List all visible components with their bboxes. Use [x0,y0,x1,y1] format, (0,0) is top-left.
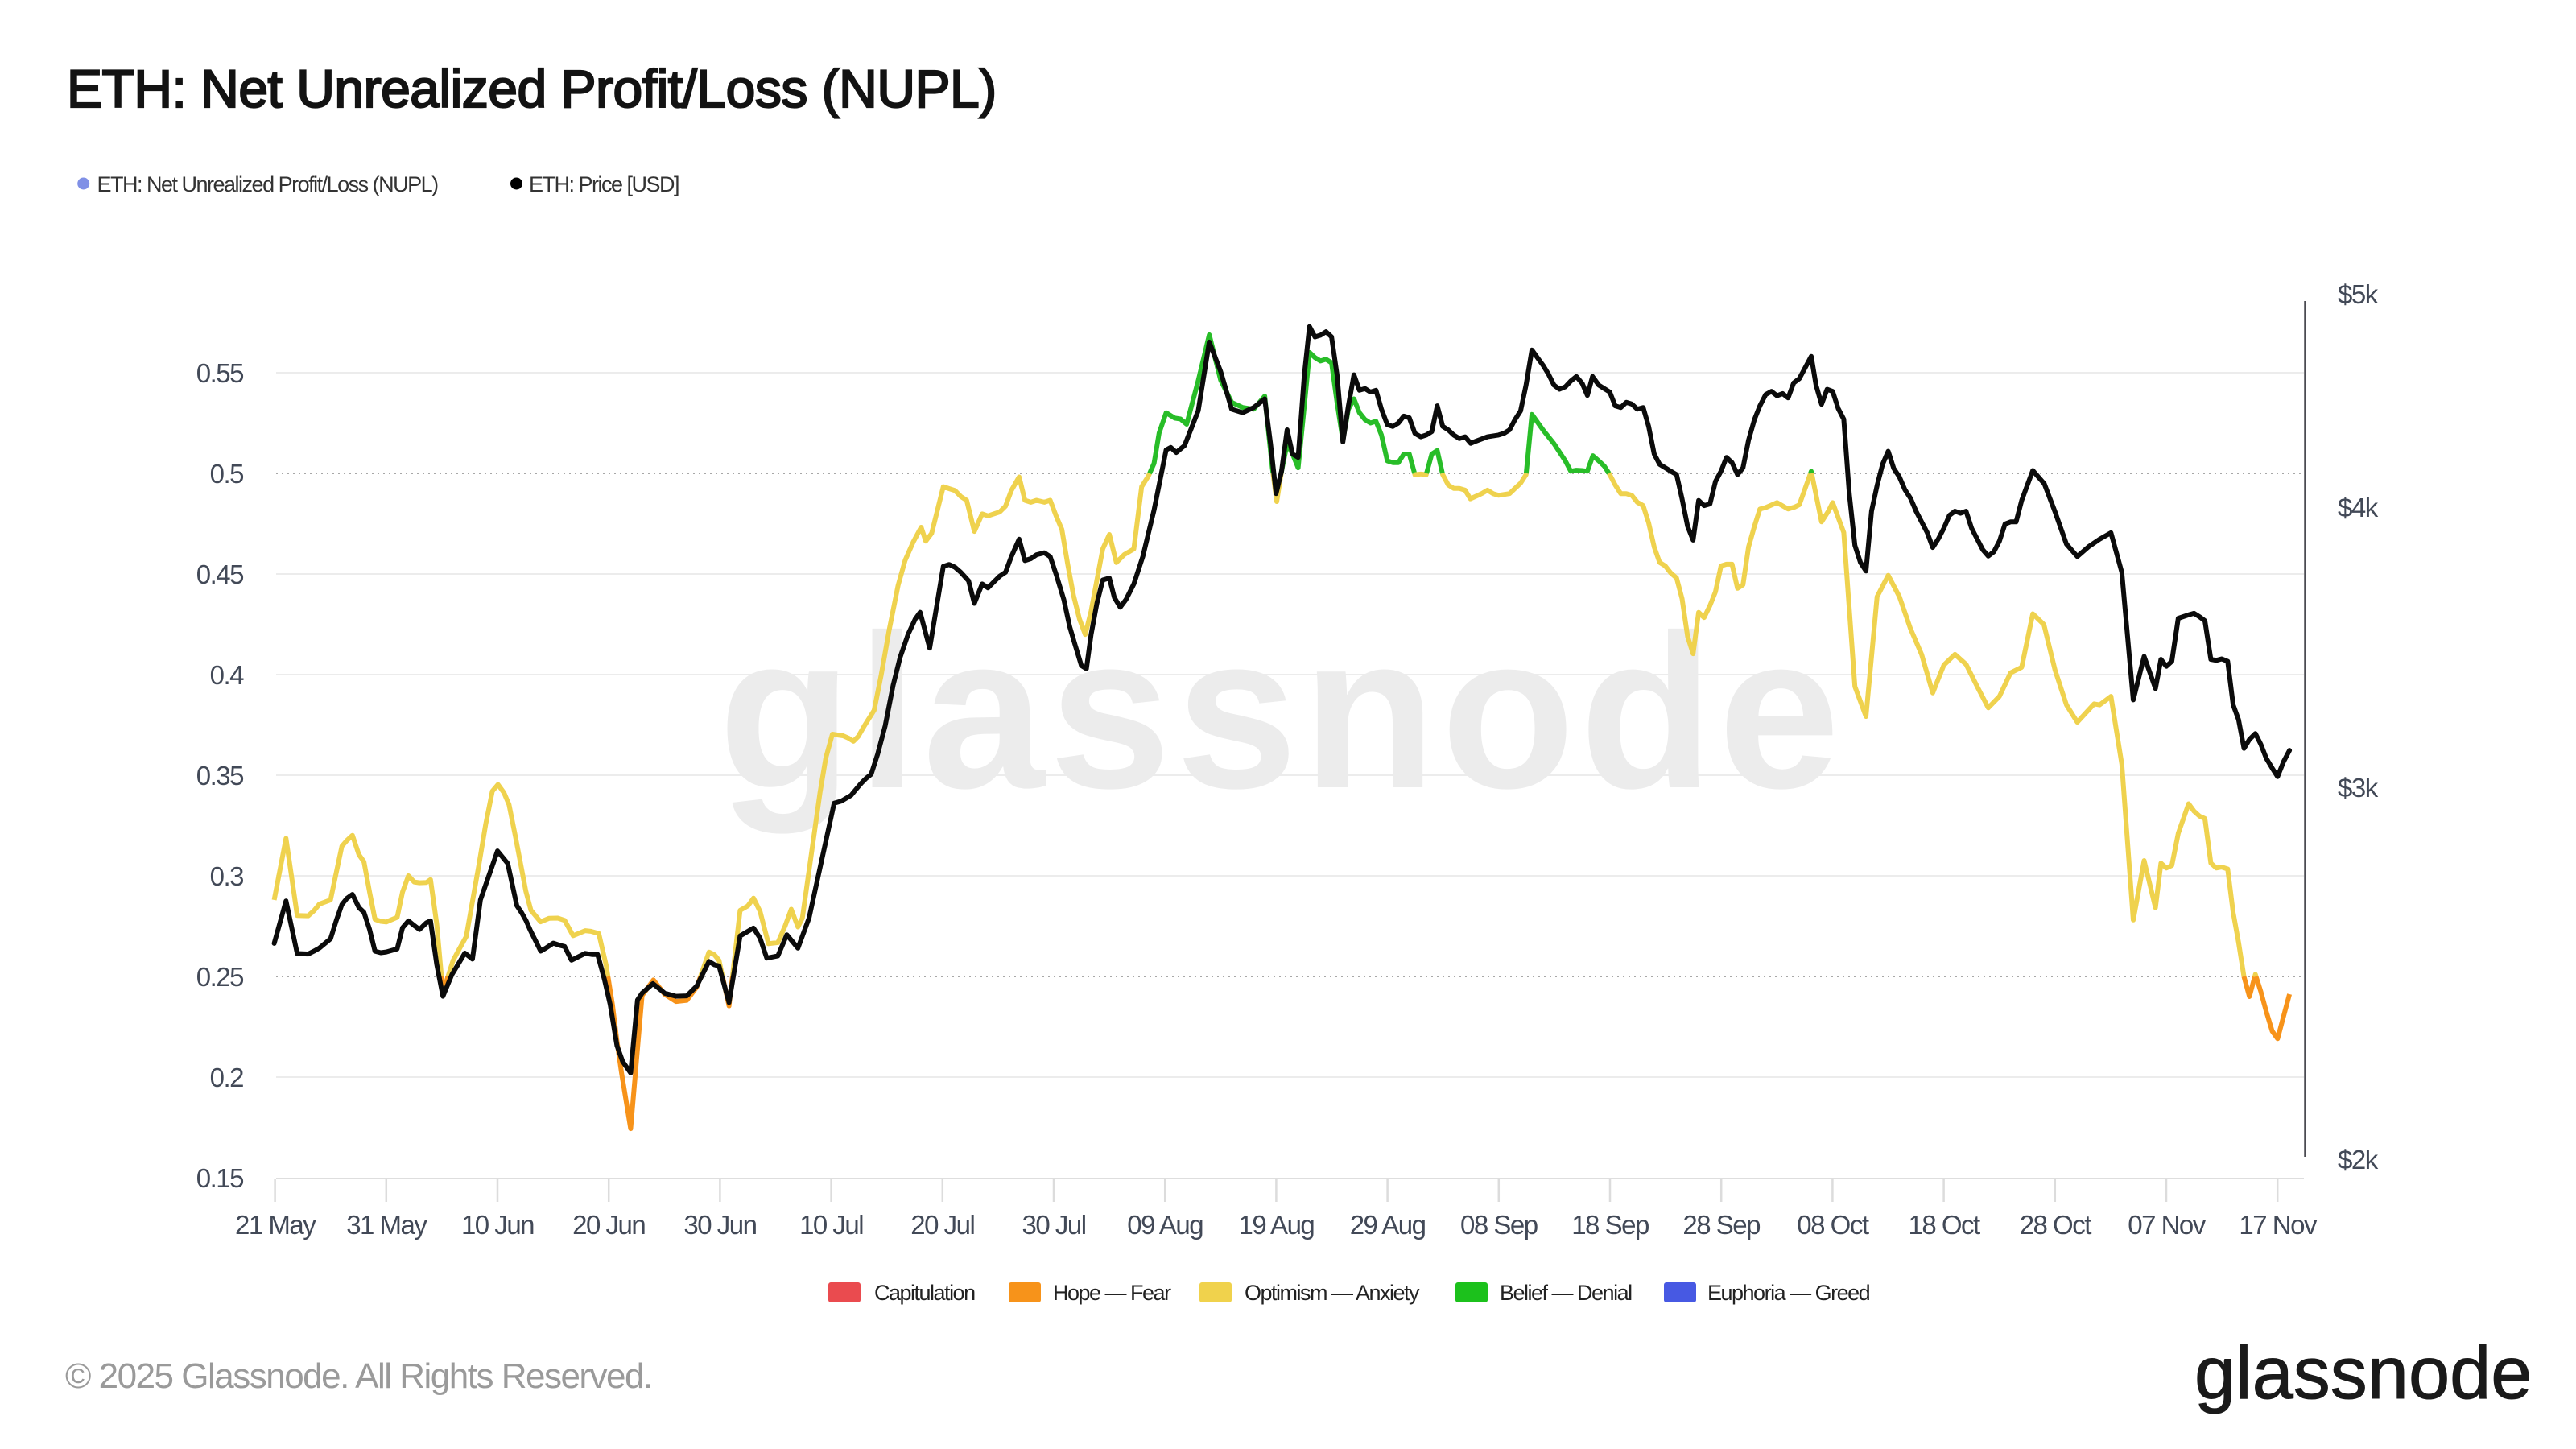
svg-text:Optimism — Anxiety: Optimism — Anxiety [1245,1281,1420,1305]
svg-text:ETH: Net Unrealized Profit/Los: ETH: Net Unrealized Profit/Loss (NUPL) [97,172,439,196]
svg-text:20 Jun: 20 Jun [572,1210,645,1240]
svg-text:17 Nov: 17 Nov [2239,1210,2318,1240]
svg-text:18 Oct: 18 Oct [1908,1210,1980,1240]
svg-text:09 Aug: 09 Aug [1127,1210,1203,1240]
svg-text:0.25: 0.25 [196,962,243,992]
svg-text:0.45: 0.45 [196,559,243,589]
svg-text:19 Aug: 19 Aug [1239,1210,1315,1240]
svg-text:$3k: $3k [2338,773,2379,803]
svg-text:0.15: 0.15 [196,1163,243,1193]
svg-text:$5k: $5k [2338,279,2379,309]
svg-text:30 Jun: 30 Jun [683,1210,756,1240]
svg-text:30 Jul: 30 Jul [1022,1210,1085,1240]
svg-text:18 Sep: 18 Sep [1571,1210,1649,1240]
svg-text:29 Aug: 29 Aug [1350,1210,1426,1240]
svg-text:Euphoria — Greed: Euphoria — Greed [1707,1281,1870,1305]
svg-text:0.55: 0.55 [196,358,243,388]
svg-text:© 2025 Glassnode. All Rights R: © 2025 Glassnode. All Rights Reserved. [65,1356,652,1396]
svg-text:Capitulation: Capitulation [874,1281,975,1305]
svg-text:$2k: $2k [2338,1145,2379,1174]
svg-text:0.2: 0.2 [210,1063,244,1092]
svg-text:08 Oct: 08 Oct [1797,1210,1869,1240]
svg-text:ETH: Net Unrealized Profit/Los: ETH: Net Unrealized Profit/Loss (NUPL) [67,59,997,118]
svg-text:31 May: 31 May [346,1210,427,1240]
svg-text:glassnode: glassnode [2194,1332,2532,1414]
svg-text:10 Jun: 10 Jun [461,1210,534,1240]
svg-text:0.3: 0.3 [210,861,244,891]
svg-text:0.4: 0.4 [210,660,245,690]
svg-text:$4k: $4k [2338,493,2379,522]
svg-text:glassnode: glassnode [718,589,1844,836]
svg-text:21 May: 21 May [235,1210,316,1240]
svg-text:07 Nov: 07 Nov [2128,1210,2207,1240]
svg-text:28 Sep: 28 Sep [1682,1210,1760,1240]
svg-text:0.35: 0.35 [196,761,243,791]
svg-text:08 Sep: 08 Sep [1460,1210,1538,1240]
svg-text:Hope — Fear: Hope — Fear [1053,1281,1171,1305]
svg-text:0.5: 0.5 [210,459,244,489]
svg-text:20 Jul: 20 Jul [910,1210,974,1240]
svg-text:28 Oct: 28 Oct [2020,1210,2092,1240]
svg-text:Belief — Denial: Belief — Denial [1500,1281,1632,1305]
svg-text:10 Jul: 10 Jul [799,1210,863,1240]
svg-text:ETH: Price [USD]: ETH: Price [USD] [529,172,679,196]
